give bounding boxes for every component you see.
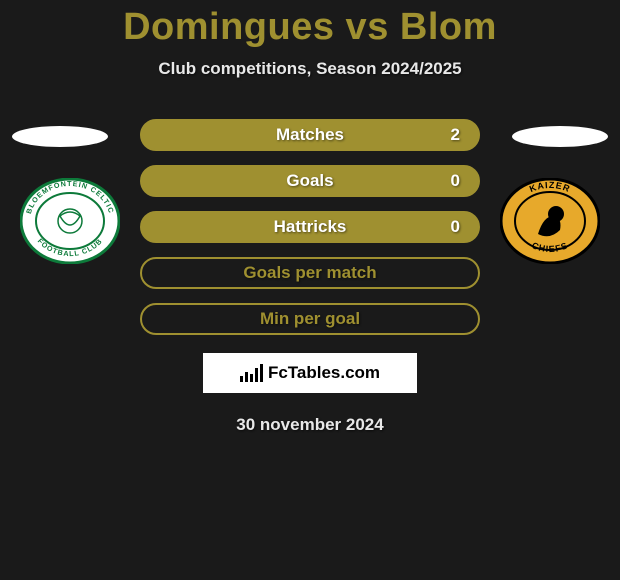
stat-label: Goals per match bbox=[243, 263, 376, 283]
brand-text: FcTables.com bbox=[268, 363, 380, 383]
player-avatar-left bbox=[12, 126, 108, 147]
stat-pill: Goals 0 bbox=[140, 165, 480, 197]
stat-label: Min per goal bbox=[260, 309, 360, 329]
stat-value: 2 bbox=[451, 125, 460, 145]
stat-value: 0 bbox=[451, 217, 460, 237]
brand-bars-icon bbox=[240, 364, 264, 382]
page-subtitle: Club competitions, Season 2024/2025 bbox=[0, 59, 620, 79]
stat-pill: Min per goal bbox=[140, 303, 480, 335]
comparison-card: Domingues vs Blom Club competitions, Sea… bbox=[0, 0, 620, 580]
player-avatar-right bbox=[512, 126, 608, 147]
stat-label: Matches bbox=[276, 125, 344, 145]
stat-pill: Hattricks 0 bbox=[140, 211, 480, 243]
club-crest-left: BLOEMFONTEIN CELTIC FOOTBALL CLUB bbox=[20, 178, 120, 264]
brand-plate[interactable]: FcTables.com bbox=[203, 353, 417, 393]
kaizer-chiefs-logo-icon: KAIZER CHIEFS bbox=[500, 178, 600, 264]
stat-label: Hattricks bbox=[274, 217, 347, 237]
stats-list: Matches 2 Goals 0 Hattricks 0 Goals per match M… bbox=[140, 119, 480, 335]
celtic-logo-icon: BLOEMFONTEIN CELTIC FOOTBALL CLUB bbox=[20, 178, 120, 264]
stat-value: 0 bbox=[451, 171, 460, 191]
club-crest-right: KAIZER CHIEFS bbox=[500, 178, 600, 264]
date-stamp: 30 november 2024 bbox=[0, 415, 620, 435]
stat-pill: Goals per match bbox=[140, 257, 480, 289]
stat-label: Goals bbox=[286, 171, 333, 191]
page-title: Domingues vs Blom bbox=[0, 6, 620, 49]
stat-pill: Matches 2 bbox=[140, 119, 480, 151]
